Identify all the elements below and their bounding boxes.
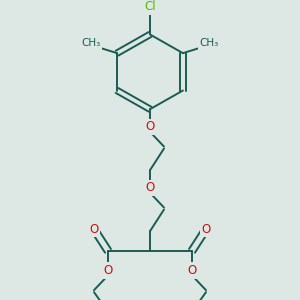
Text: O: O	[103, 264, 112, 277]
Text: O: O	[146, 182, 154, 194]
Text: CH₃: CH₃	[82, 38, 101, 48]
Text: CH₃: CH₃	[199, 38, 218, 48]
Text: Cl: Cl	[144, 0, 156, 14]
Text: O: O	[188, 264, 196, 277]
Text: O: O	[89, 223, 99, 236]
Text: O: O	[146, 120, 154, 134]
Text: O: O	[201, 223, 211, 236]
